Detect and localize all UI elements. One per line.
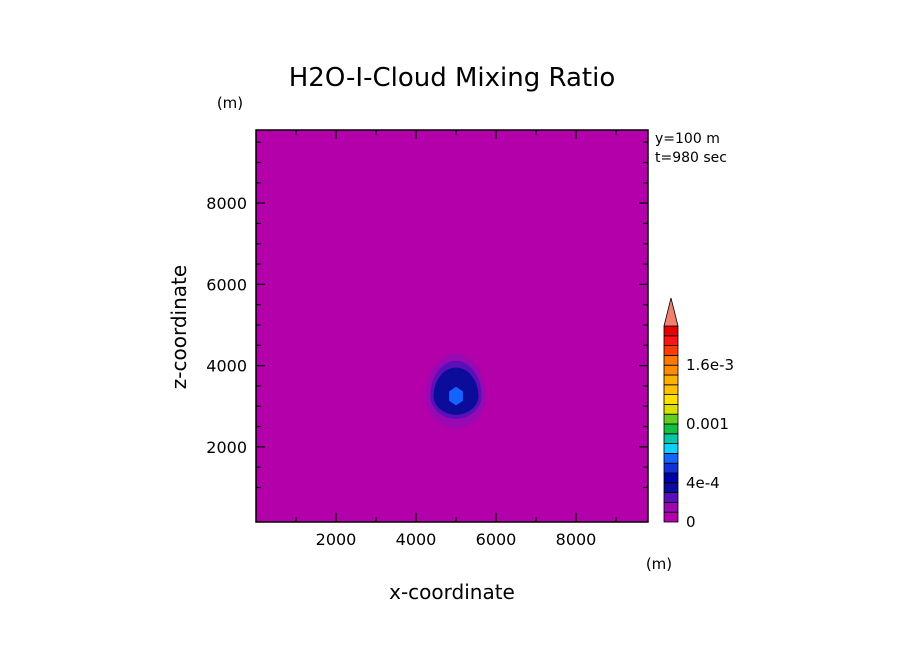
x-tick-label: 6000 <box>476 530 517 549</box>
colorbar-segment <box>663 384 679 395</box>
colorbar-segment <box>663 354 679 366</box>
colorbar-segment <box>663 433 679 444</box>
colorbar-segment <box>663 501 679 513</box>
y-tick-label: 6000 <box>206 275 247 294</box>
colorbar-segment <box>663 492 679 503</box>
colorbar-segment <box>663 364 679 376</box>
plot-area <box>255 129 649 523</box>
y-tick-label: 8000 <box>206 194 247 213</box>
x-unit-label: (m) <box>646 555 672 573</box>
x-tick-label: 8000 <box>556 530 597 549</box>
colorbar-segment <box>663 345 679 356</box>
colorbar-label: 1.6e-3 <box>686 356 734 374</box>
plot-background <box>256 130 648 522</box>
contour-level-4 <box>449 386 463 406</box>
colorbar-segment <box>663 335 679 346</box>
y-tick-label: 4000 <box>206 357 247 376</box>
x-axis: 2000 4000 6000 8000 <box>295 130 617 549</box>
colorbar-segment <box>663 403 679 415</box>
colorbar-extend-arrow <box>663 297 679 327</box>
colorbar-segment <box>663 482 679 493</box>
chart-title: H2O-I-Cloud Mixing Ratio <box>289 63 616 93</box>
annotation-time: t=980 sec <box>655 150 727 166</box>
colorbar-label: 0.001 <box>686 415 729 433</box>
y-axis-label: z-coordinate <box>167 265 191 389</box>
colorbar-segment <box>663 452 679 464</box>
colorbar-label: 0 <box>686 513 696 531</box>
y-tick-label: 2000 <box>206 438 247 457</box>
x-tick-label: 2000 <box>316 530 357 549</box>
colorbar-segment <box>663 462 679 474</box>
colorbar-segment <box>663 374 679 386</box>
colorbar-segment <box>663 413 679 425</box>
y-unit-label: (m) <box>217 94 243 112</box>
x-tick-label: 4000 <box>396 530 437 549</box>
colorbar-label: 4e-4 <box>686 474 720 492</box>
x-axis-label: x-coordinate <box>389 580 515 604</box>
colorbar-segment <box>663 443 679 454</box>
colorbar-segment <box>663 325 679 337</box>
plot-frame <box>255 129 649 523</box>
y-axis: 2000 4000 6000 8000 <box>206 141 648 489</box>
colorbar-segment <box>663 472 679 484</box>
annotation-y-position: y=100 m <box>655 131 720 147</box>
colorbar: 0 4e-4 0.001 1.6e-3 <box>663 297 734 531</box>
colorbar-segment <box>663 394 679 405</box>
colorbar-segment <box>663 423 679 435</box>
colorbar-segment <box>663 511 679 523</box>
